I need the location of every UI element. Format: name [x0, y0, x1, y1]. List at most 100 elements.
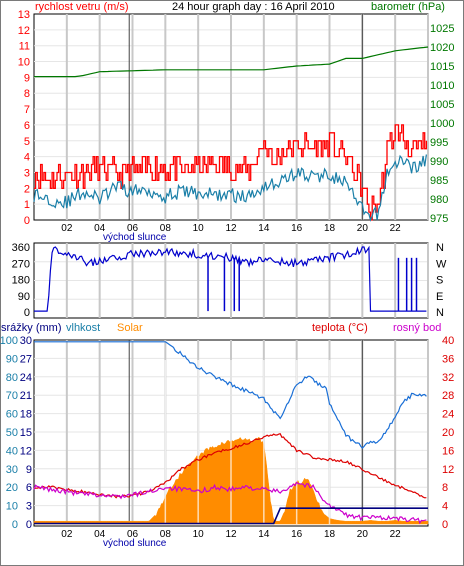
- rain-axis-label: srážky (mm): [1, 322, 62, 334]
- dir-y-tick-1: 270: [12, 258, 30, 270]
- wind-y-tick-9: 4: [24, 152, 30, 164]
- temp-x-tick-10: 10: [193, 529, 205, 540]
- dir-compass-tick-0: N: [436, 242, 444, 254]
- humidity-y-tick-6: 40: [6, 445, 18, 457]
- humidity-y-tick-7: 30: [6, 464, 18, 476]
- temp-y-tick-4: 24: [442, 409, 454, 421]
- pressure-y-tick-8: 985: [430, 175, 448, 187]
- humidity-y-tick-2: 80: [6, 372, 18, 384]
- temp-x-tick-16: 16: [291, 529, 303, 540]
- temp-x-tick-8: 08: [160, 529, 172, 540]
- temp-y-tick-5: 20: [442, 427, 454, 439]
- temp-y-tick-10: 0: [442, 519, 448, 531]
- dir-compass-tick-2: S: [436, 275, 443, 287]
- solar-axis-label: Solar: [117, 322, 143, 334]
- humidity-y-tick-10: 0: [12, 519, 18, 531]
- wind-y-tick-5: 8: [24, 88, 30, 100]
- wind-y-tick-10: 3: [24, 167, 30, 179]
- wind-y-tick-12: 1: [24, 199, 30, 211]
- humidity-y-tick-8: 20: [6, 482, 18, 494]
- wind-x-tick-10: 10: [193, 223, 205, 234]
- sunrise-label-bottom: východ slunce: [103, 538, 167, 549]
- dir-compass-tick-3: E: [436, 291, 443, 303]
- wind-x-tick-18: 18: [324, 223, 336, 234]
- temp-y-tick-2: 32: [442, 372, 454, 384]
- wind-y-tick-8: 5: [24, 136, 30, 148]
- wind-x-tick-4: 04: [94, 223, 106, 234]
- wind-y-tick-2: 11: [19, 41, 30, 53]
- temp-y-tick-6: 16: [442, 445, 454, 457]
- temp-x-tick-22: 22: [390, 529, 402, 540]
- wind-x-tick-20: 20: [357, 223, 369, 234]
- pressure-y-tick-6: 995: [430, 137, 448, 149]
- rain-y-tick-4: 18: [20, 409, 32, 421]
- rain-y-tick-10: 0: [26, 519, 32, 531]
- wind-average-line: [33, 154, 427, 222]
- chart-title: 24 hour graph day : 16 April 2010: [172, 1, 335, 13]
- wind-axis-label: rychlost vetru (m/s): [35, 1, 129, 13]
- dir-y-tick-3: 90: [18, 291, 30, 303]
- wind-y-tick-7: 6: [24, 120, 30, 132]
- humidity-axis-label: vlhkost: [66, 322, 100, 334]
- temp-x-tick-12: 12: [225, 529, 237, 540]
- temp-y-tick-9: 4: [442, 501, 448, 513]
- pressure-y-tick-4: 1005: [430, 99, 454, 111]
- rain-y-tick-9: 3: [26, 501, 32, 513]
- wind-y-tick-1: 12: [18, 25, 30, 37]
- temperature-axis-label: teplota (°C): [312, 322, 368, 334]
- wind-x-tick-22: 22: [390, 223, 402, 234]
- dir-compass-tick-4: N: [436, 307, 444, 319]
- rain-line: [34, 507, 428, 525]
- rain-y-tick-0: 30: [20, 335, 32, 347]
- sunrise-label-top: východ slunce: [103, 232, 167, 243]
- temp-x-tick-6: 06: [127, 529, 139, 540]
- wind-y-tick-6: 7: [24, 104, 30, 116]
- pressure-y-tick-3: 1010: [430, 80, 454, 92]
- humidity-y-tick-1: 90: [6, 353, 18, 365]
- wind-x-tick-16: 16: [291, 223, 303, 234]
- humidity-y-tick-3: 70: [6, 390, 18, 402]
- temp-x-tick-14: 14: [258, 529, 270, 540]
- wind-y-tick-4: 9: [24, 72, 30, 84]
- rain-y-tick-3: 21: [20, 390, 32, 402]
- temp-y-tick-3: 28: [442, 390, 454, 402]
- wind-x-tick-14: 14: [258, 223, 270, 234]
- pressure-y-tick-5: 1000: [430, 118, 454, 130]
- dewpoint-axis-label: rosný bod: [393, 322, 441, 334]
- wind-y-tick-13: 0: [24, 215, 30, 227]
- temp-y-tick-0: 40: [442, 335, 454, 347]
- rain-y-tick-5: 15: [20, 427, 32, 439]
- rain-y-tick-8: 6: [26, 482, 32, 494]
- humidity-line: [34, 341, 427, 449]
- wind-direction-line: [34, 245, 427, 312]
- wind-x-tick-12: 12: [225, 223, 237, 234]
- wind-y-tick-11: 2: [24, 183, 30, 195]
- wind-y-tick-0: 13: [18, 9, 30, 21]
- dir-y-tick-2: 180: [12, 275, 30, 287]
- temp-y-tick-8: 8: [442, 482, 448, 494]
- temp-x-tick-4: 04: [94, 529, 106, 540]
- dir-y-tick-0: 360: [12, 242, 30, 254]
- dir-y-tick-4: 0: [24, 307, 30, 319]
- temp-y-tick-1: 36: [442, 353, 454, 365]
- pressure-y-tick-1: 1020: [430, 42, 454, 54]
- pressure-y-tick-9: 980: [430, 194, 448, 206]
- pressure-y-tick-2: 1015: [430, 61, 454, 73]
- rain-y-tick-6: 12: [20, 445, 32, 457]
- wind-x-tick-2: 02: [61, 223, 73, 234]
- humidity-y-tick-5: 50: [6, 427, 18, 439]
- dir-compass-tick-1: W: [436, 258, 447, 270]
- wind-pressure-panel: rychlost vetru (m/s) 24 hour graph day :…: [18, 1, 455, 243]
- pressure-axis-label: barometr (hPa): [371, 1, 445, 13]
- pressure-line: [34, 46, 429, 78]
- temp-x-tick-20: 20: [357, 529, 369, 540]
- pressure-y-tick-7: 990: [430, 156, 448, 168]
- wind-gust-line: [34, 124, 428, 221]
- pressure-y-tick-0: 1025: [430, 23, 454, 35]
- wind-x-tick-8: 08: [160, 223, 172, 234]
- humidity-y-tick-9: 10: [6, 501, 18, 513]
- pressure-y-tick-10: 975: [430, 213, 448, 225]
- humidity-y-tick-4: 60: [6, 409, 18, 421]
